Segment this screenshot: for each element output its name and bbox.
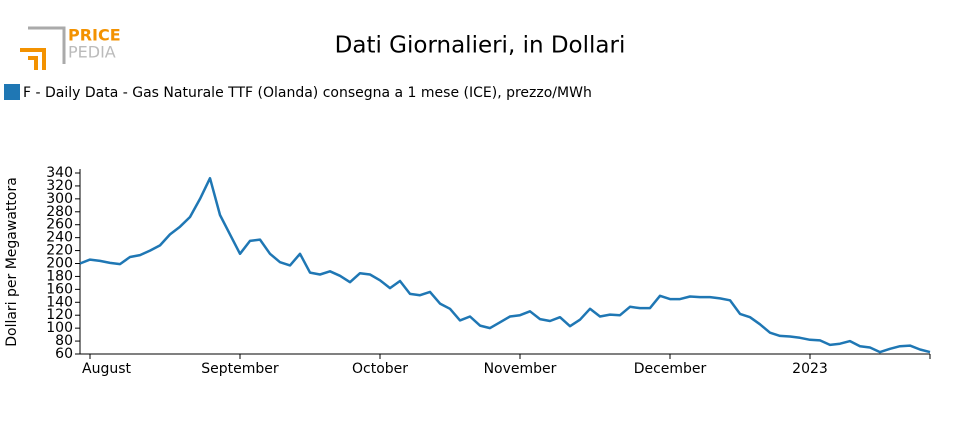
x-tick-label: 2023: [792, 361, 828, 377]
y-tick-label: 160: [46, 281, 73, 297]
x-tick-label: November: [484, 361, 557, 377]
y-tick-label: 120: [46, 307, 73, 323]
logo-mark: [20, 48, 46, 70]
y-tick-label: 260: [46, 217, 73, 233]
y-tick-label: 60: [55, 346, 73, 362]
x-tick-label: September: [201, 361, 279, 377]
x-tick-label: October: [352, 361, 408, 377]
x-tick-label: August: [82, 361, 132, 377]
x-tick-label: December: [634, 361, 707, 377]
logo-frame: [28, 26, 66, 64]
y-tick-label: 140: [46, 294, 73, 310]
y-axis-label: Dollari per Megawattora: [4, 177, 20, 347]
y-tick-label: 240: [46, 230, 73, 246]
y-tick-label: 180: [46, 268, 73, 284]
y-tick-label: 300: [46, 191, 73, 207]
y-tick-label: 280: [46, 204, 73, 220]
logo-text: PRICE: [68, 26, 121, 45]
y-tick-label: 220: [46, 243, 73, 259]
y-tick-label: 200: [46, 256, 73, 272]
y-tick-label: 320: [46, 178, 73, 194]
y-tick-label: 100: [46, 320, 73, 336]
logo-text: PEDIA: [68, 43, 116, 62]
logo: PRICE PEDIA: [20, 26, 121, 70]
y-tick-label: 80: [55, 333, 73, 349]
legend-label: F - Daily Data - Gas Naturale TTF (Oland…: [23, 85, 592, 101]
chart-title: Dati Giornalieri, in Dollari: [335, 33, 626, 59]
y-tick-label: 340: [46, 165, 73, 181]
data-line: [79, 176, 931, 354]
legend-swatch: [4, 84, 20, 100]
